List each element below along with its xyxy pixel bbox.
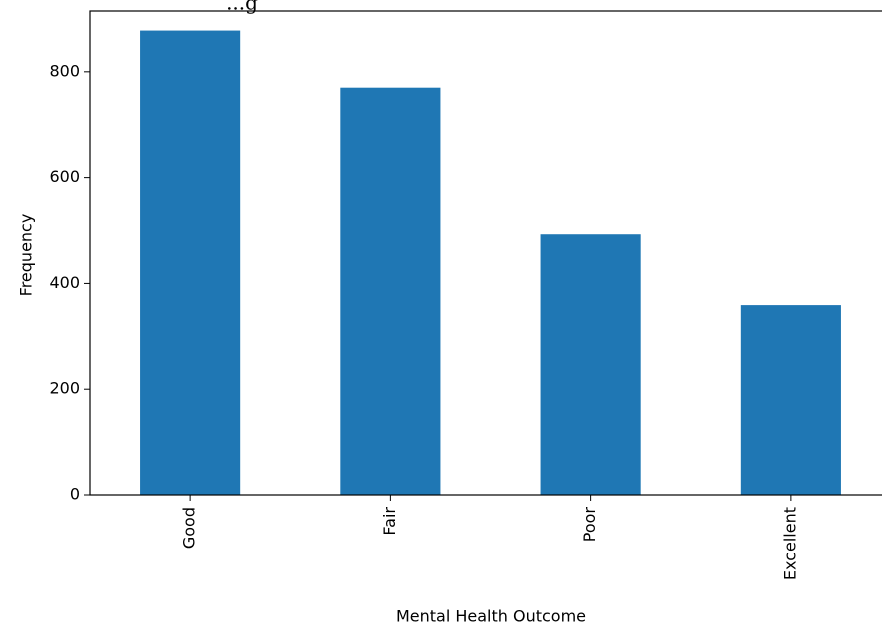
x-tick-label: Fair [380, 507, 399, 536]
bar-fair [340, 87, 441, 495]
bar-excellent [740, 305, 841, 495]
y-tick-label: 200 [49, 379, 80, 398]
chart-title: ...g [226, 0, 258, 15]
y-tick-label: 0 [70, 485, 80, 504]
y-tick-label: 800 [49, 61, 80, 80]
y-tick-label: 400 [49, 273, 80, 292]
x-ticks: Good Fair Poor Excellent [180, 495, 799, 580]
bars-layer [140, 30, 841, 495]
x-tick-label: Good [180, 507, 199, 549]
y-ticks: 0 200 400 600 800 [49, 61, 90, 504]
x-tick-label: Excellent [780, 507, 799, 580]
x-tick-label: Poor [580, 507, 599, 543]
plot-frame [89, 10, 882, 496]
x-axis-label: Mental Health Outcome [396, 607, 586, 626]
y-axis-label: Frequency [17, 214, 36, 297]
y-tick-label: 600 [49, 167, 80, 186]
bar-poor [540, 234, 641, 495]
bar-good [140, 30, 241, 495]
